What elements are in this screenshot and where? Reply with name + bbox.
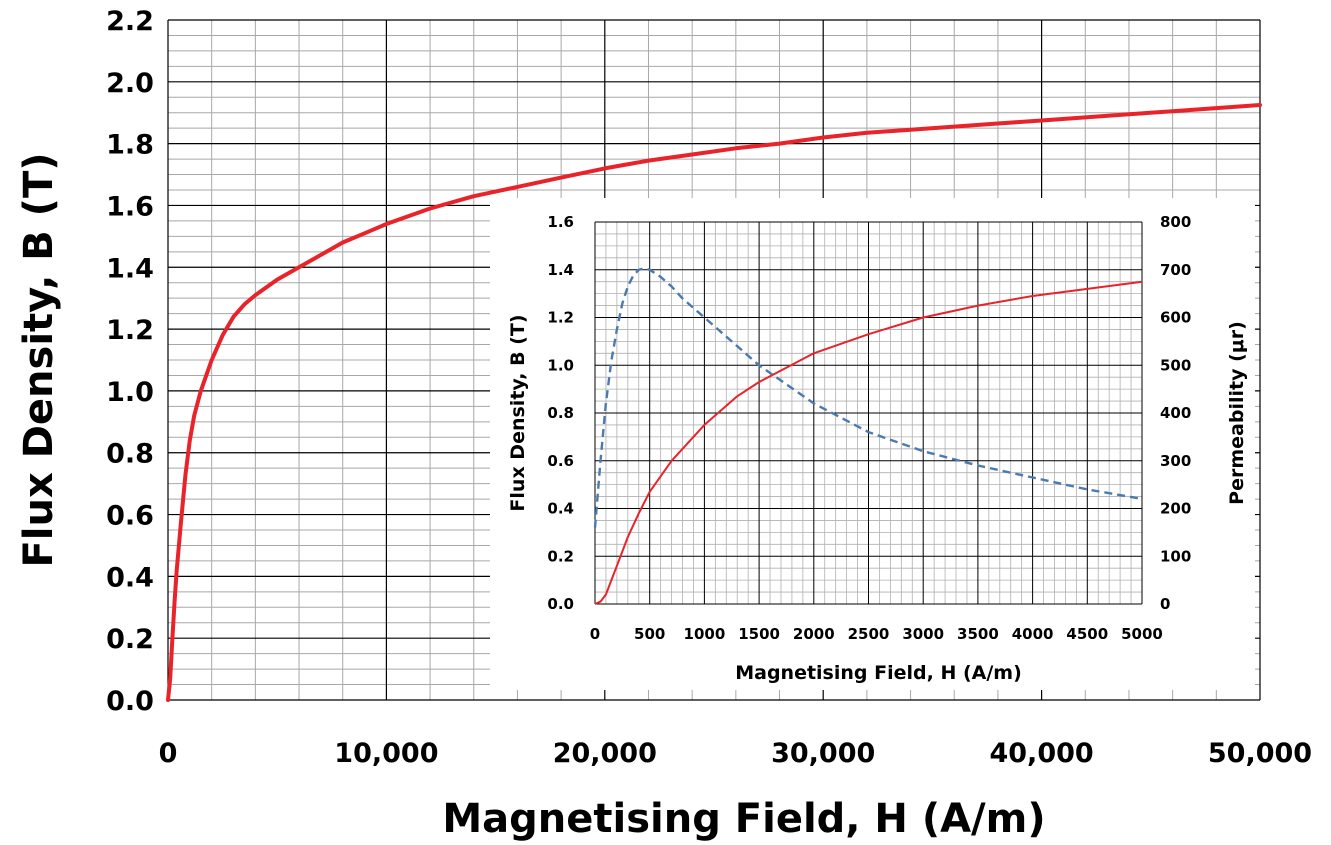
inset-y-right-tick-label: 400 xyxy=(1160,404,1191,422)
inset-x-tick-label: 4000 xyxy=(1012,625,1054,643)
main-y-axis-title: Flux Density, B (T) xyxy=(16,152,62,567)
inset-y-right-tick-label: 500 xyxy=(1160,356,1191,374)
inset-x-tick-label: 5000 xyxy=(1121,625,1163,643)
inset-x-tick-label: 1500 xyxy=(738,625,780,643)
inset-series-line-1 xyxy=(593,267,1143,528)
inset-y-tick-label: 1.2 xyxy=(547,309,574,327)
main-y-tick-label: 1.0 xyxy=(106,377,154,408)
main-y-tick-label: 0.6 xyxy=(106,501,154,532)
inset-x-tick-label: 1000 xyxy=(684,625,726,643)
inset-y-right-tick-label: 100 xyxy=(1160,547,1191,565)
inset-y-axis-title: Flux Density, B (T) xyxy=(507,314,529,511)
main-y-tick-label: 0.4 xyxy=(106,562,154,593)
inset-y-tick-label: 0.2 xyxy=(547,547,574,565)
inset-background xyxy=(490,198,1255,690)
inset-y-right-tick-label: 300 xyxy=(1160,452,1191,470)
main-y-tick-label: 1.8 xyxy=(106,130,154,161)
main-x-tick-label: 10,000 xyxy=(334,738,438,769)
inset-y-tick-label: 1.4 xyxy=(547,261,574,279)
inset-y-right-tick-label: 200 xyxy=(1160,500,1191,518)
inset-x-tick-label: 4500 xyxy=(1066,625,1108,643)
inset-y-right-axis-title: Permeability (μr) xyxy=(1226,321,1248,505)
main-x-tick-label: 20,000 xyxy=(553,738,657,769)
inset-y-tick-label: 1.6 xyxy=(547,213,574,231)
inset-x-tick-label: 3500 xyxy=(957,625,999,643)
main-y-tick-label: 1.4 xyxy=(106,253,154,284)
inset-x-tick-label: 3000 xyxy=(902,625,944,643)
inset-y-tick-label: 0.6 xyxy=(547,452,574,470)
main-x-axis-title: Magnetising Field, H (A/m) xyxy=(442,796,1045,842)
inset-y-right-tick-label: 800 xyxy=(1160,213,1191,231)
main-y-tick-label: 1.2 xyxy=(106,315,154,346)
main-tick-labels: 0 10,000 20,000 30,000 40,000 50,000 0.0 0.2 0.4… xyxy=(106,6,1312,769)
main-y-tick-label: 0.0 xyxy=(106,686,154,717)
main-x-tick-label: 0 xyxy=(159,738,178,769)
inset-y-tick-label: 0.0 xyxy=(547,595,574,613)
inset-x-tick-label: 2500 xyxy=(848,625,890,643)
inset-y-right-tick-label: 600 xyxy=(1160,309,1191,327)
main-x-tick-label: 30,000 xyxy=(771,738,875,769)
inset-x-axis-title: Magnetising Field, H (A/m) xyxy=(735,662,1022,684)
inset-y-tick-label: 0.8 xyxy=(547,404,574,422)
inset-tick-labels: 0 500 1000 1500 2000 2500 3000 3500 4000 4500 5000… xyxy=(547,213,1191,643)
inset-y-tick-label: 0.4 xyxy=(547,500,574,518)
main-y-tick-label: 2.0 xyxy=(106,68,154,99)
main-y-tick-label: 1.6 xyxy=(106,191,154,222)
inset-y-right-tick-label: 700 xyxy=(1160,261,1191,279)
main-y-tick-label: 2.2 xyxy=(106,6,154,37)
inset-x-tick-label: 0 xyxy=(590,625,600,643)
inset-x-tick-label: 2000 xyxy=(793,625,835,643)
main-y-tick-label: 0.8 xyxy=(106,439,154,470)
inset-plot: 0 500 1000 1500 2000 2500 3000 3500 4000 4500 5000… xyxy=(490,198,1255,690)
inset-y-tick-label: 1.0 xyxy=(547,356,574,374)
main-x-tick-label: 50,000 xyxy=(1208,738,1312,769)
main-y-tick-label: 0.2 xyxy=(106,624,154,655)
main-x-tick-label: 40,000 xyxy=(989,738,1093,769)
inset-x-tick-label: 500 xyxy=(634,625,665,643)
inset-major-grid xyxy=(594,221,1143,605)
inset-y-right-tick-label: 0 xyxy=(1160,595,1170,613)
main-series-line-0 xyxy=(166,103,1262,702)
inset-series-line-0 xyxy=(594,280,1143,605)
